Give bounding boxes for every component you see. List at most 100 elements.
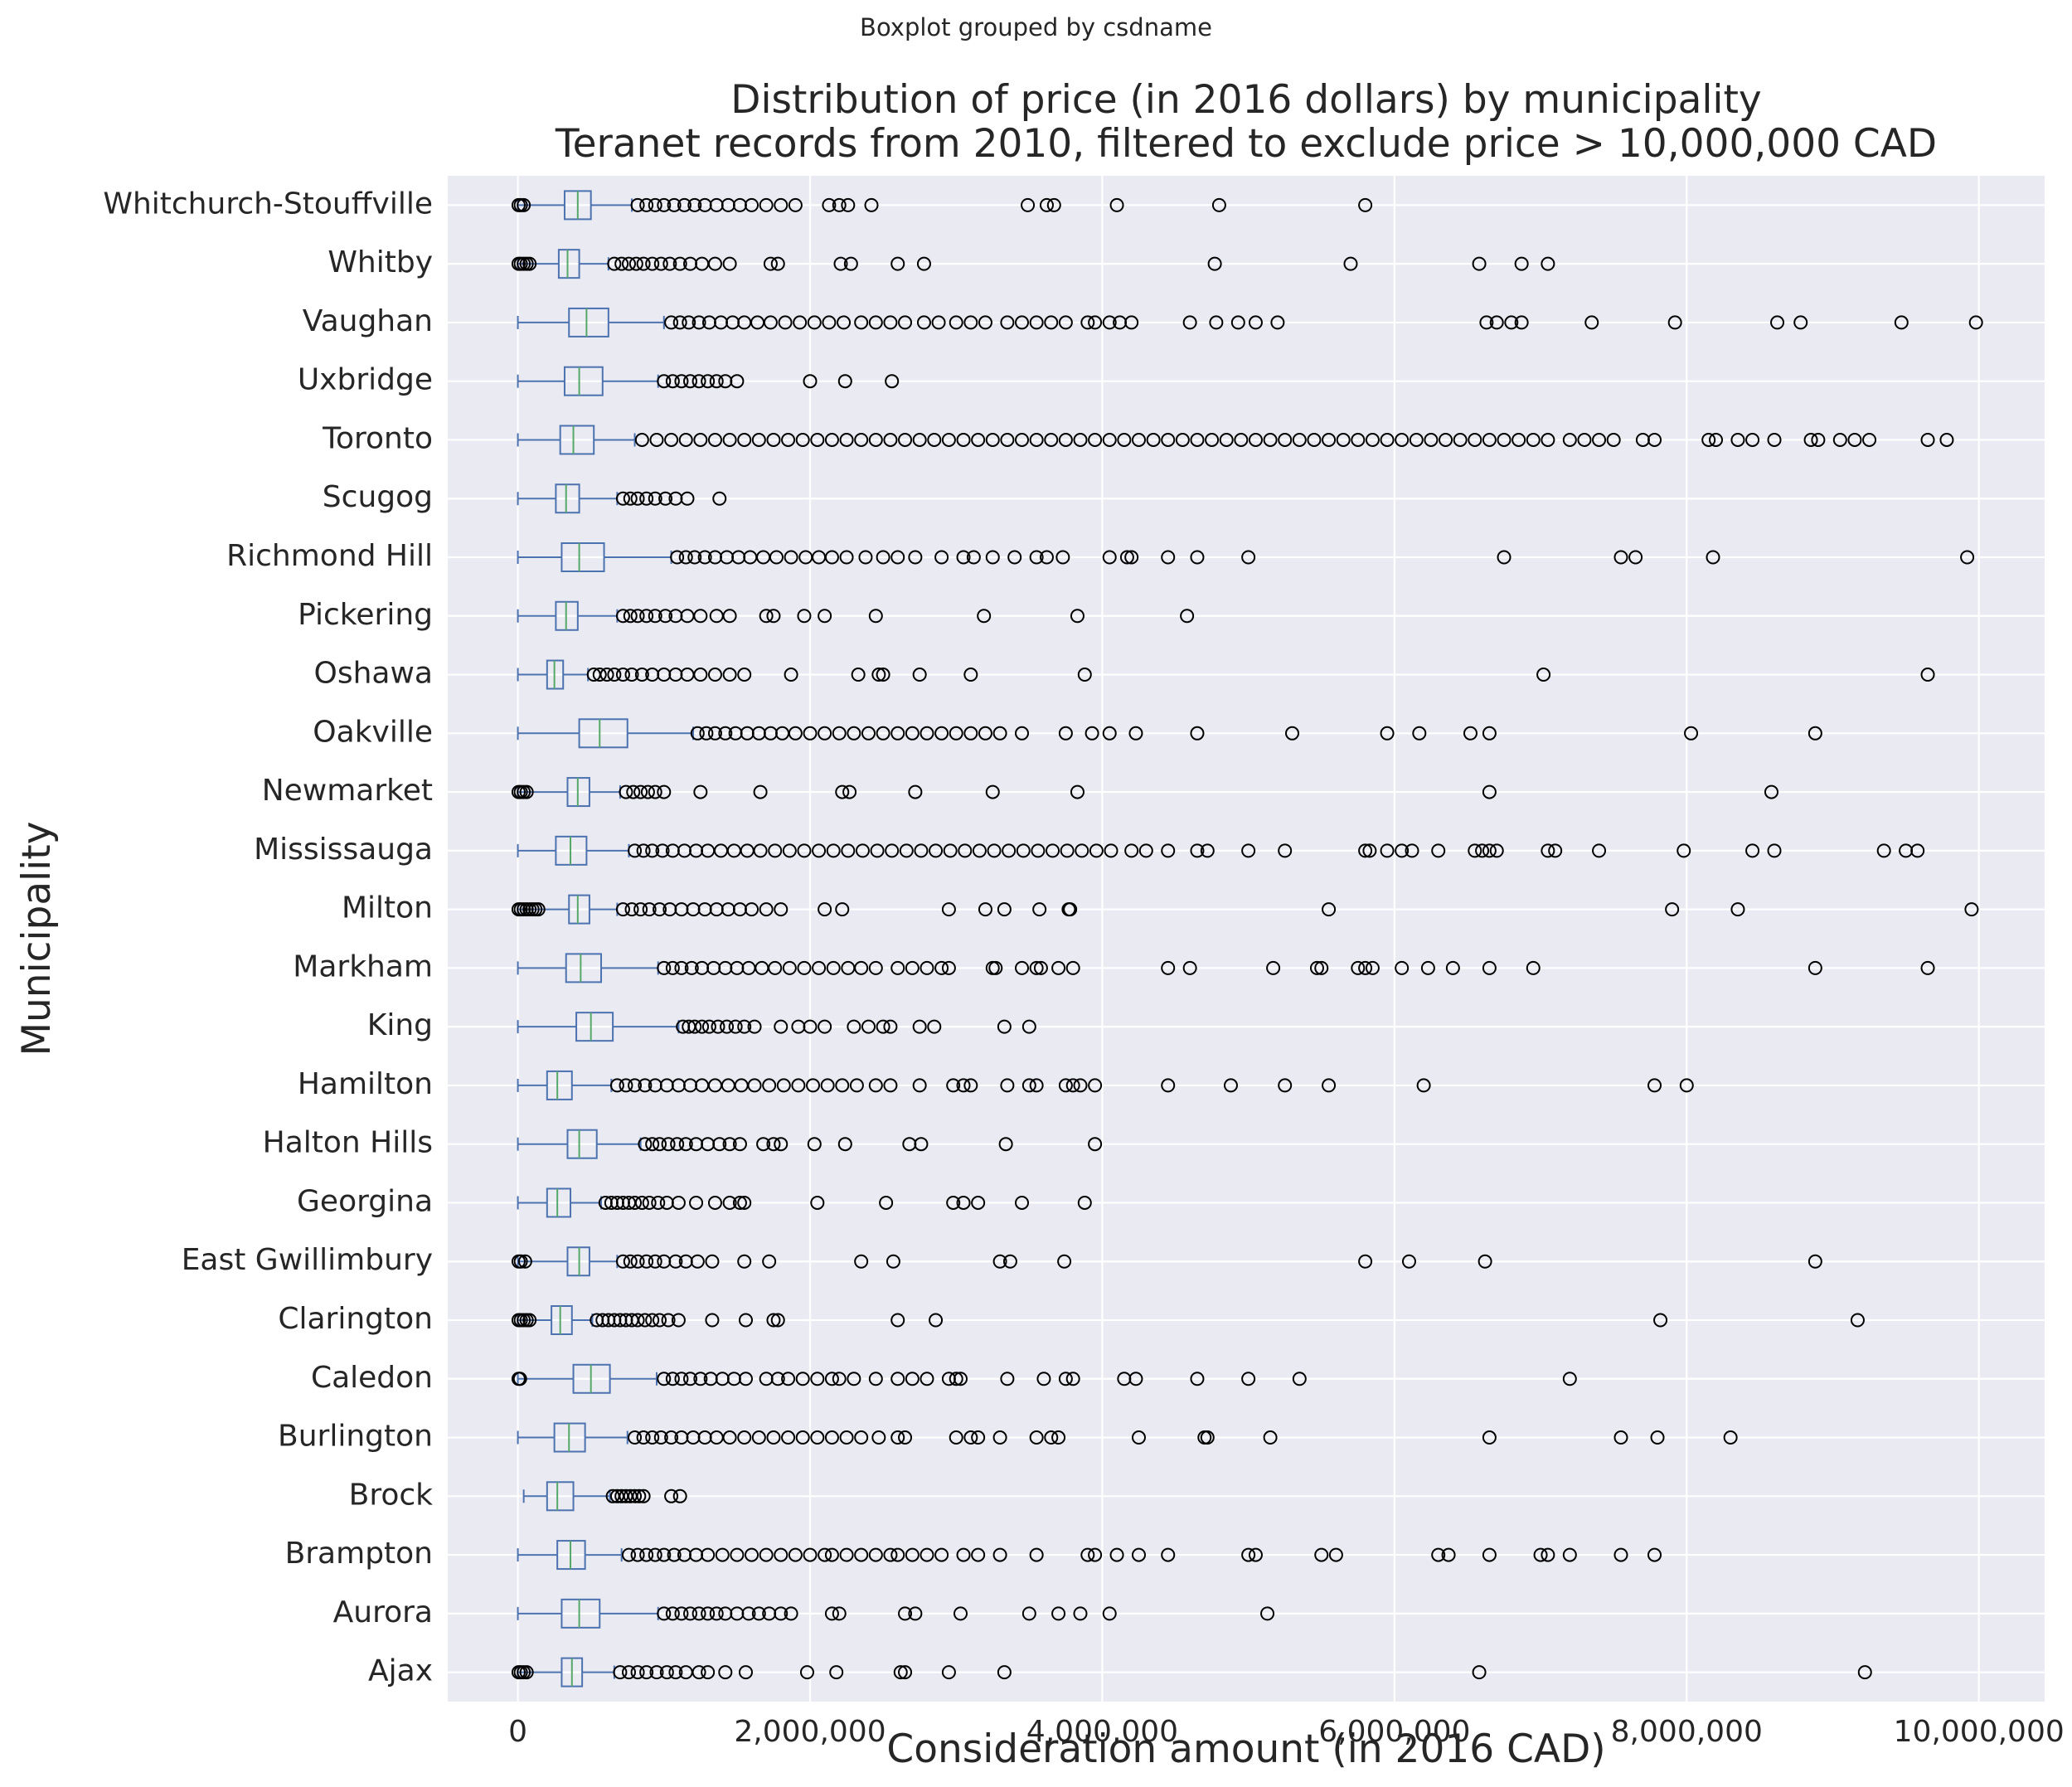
y-tick-label: Burlington [278,1420,433,1454]
y-tick-label: Caledon [311,1361,433,1395]
flier-point [737,1195,752,1210]
flier-point [899,843,914,858]
flier-point [1161,550,1176,565]
flier-point [868,432,883,447]
flier-point [728,1019,743,1034]
flier-point [1584,315,1599,330]
flier-point [1920,960,1935,975]
chart-subtitle: Teranet records from 2010, filtered to e… [555,121,1938,167]
flier-point [1000,1372,1015,1386]
flier-point [883,1547,898,1562]
flier-point [1764,784,1778,799]
flier-point [1260,1606,1275,1621]
flier-point [672,315,687,330]
flier-point [1322,902,1337,917]
flier-point [956,432,971,447]
flier-point [657,960,672,975]
flier-point [592,668,607,682]
flier-point [613,1665,628,1680]
flier-point [1055,550,1070,565]
boxplot-markham [517,953,1935,983]
flier-point [1039,197,1054,212]
flier-point [941,960,956,975]
flier-point [1070,609,1085,624]
flier-point [799,1665,814,1680]
flier-point [1161,1547,1176,1562]
flier-point [747,1019,762,1034]
flier-point [684,960,699,975]
boxplot-clarington [511,1305,1865,1335]
flier-point [687,550,702,565]
flier-point [1278,432,1293,447]
flier-point [1207,256,1222,271]
x-tick-label: 10,000,000 [1894,1715,2065,1749]
flier-point [1562,432,1577,447]
flier-point [634,668,649,682]
flier-point [956,550,971,565]
boxplot-whitchurch-stouffville [511,190,1373,221]
flier-point [803,726,818,741]
flier-point [766,1137,781,1152]
flier-point [657,784,672,799]
flier-point [803,1019,818,1034]
flier-point [678,432,693,447]
flier-point [649,432,664,447]
flier-point [1117,432,1132,447]
flier-point [839,1430,854,1445]
flier-point [1007,550,1022,565]
flier-point [1653,1313,1668,1328]
flier-point [1894,315,1909,330]
flier-point [1832,432,1847,447]
flier-point [1124,843,1139,858]
y-tick-label: Hamilton [298,1067,433,1101]
flier-point [1032,902,1047,917]
flier-point [1131,1547,1146,1562]
flier-point [971,1195,986,1210]
flier-point [768,843,783,858]
flier-point [522,256,537,271]
flier-point [890,1372,905,1386]
flier-point [1109,1547,1124,1562]
flier-point [699,726,714,741]
flier-point [1241,550,1256,565]
flier-point [826,960,841,975]
flier-point [664,1488,679,1503]
flier-point [1015,1195,1030,1210]
flier-point [1730,432,1745,447]
flier-point [876,1019,890,1034]
flier-point [826,843,841,858]
flier-point [1190,550,1205,565]
flier-point [707,432,722,447]
flier-point [1131,1430,1146,1445]
flier-point [781,1430,796,1445]
flier-point [837,374,852,389]
flier-point [630,1665,645,1680]
flier-point [1482,432,1497,447]
flier-point [931,315,946,330]
flier-point [1514,256,1529,271]
flier-point [1080,315,1095,330]
flier-point [766,432,781,447]
flier-point [1526,432,1541,447]
flier-point [701,1019,716,1034]
y-tick-label: East Gwillimbury [182,1243,433,1277]
flier-point [868,1372,883,1386]
flier-point [868,315,883,330]
flier-point [634,432,649,447]
y-tick-label: Whitchurch-Stouffville [103,187,433,221]
flier-point [607,256,622,271]
flier-point [636,1488,651,1503]
flier-point [1365,432,1380,447]
flier-point [628,1195,643,1210]
flier-point [1606,432,1621,447]
flier-point [1939,432,1954,447]
flier-point [810,1430,825,1445]
flier-point [1285,726,1300,741]
flier-point [674,1372,689,1386]
flier-point [1029,960,1044,975]
flier-point [768,960,783,975]
flier-point [818,726,832,741]
flier-point [843,256,858,271]
flier-point [763,315,778,330]
flier-point [1161,843,1176,858]
